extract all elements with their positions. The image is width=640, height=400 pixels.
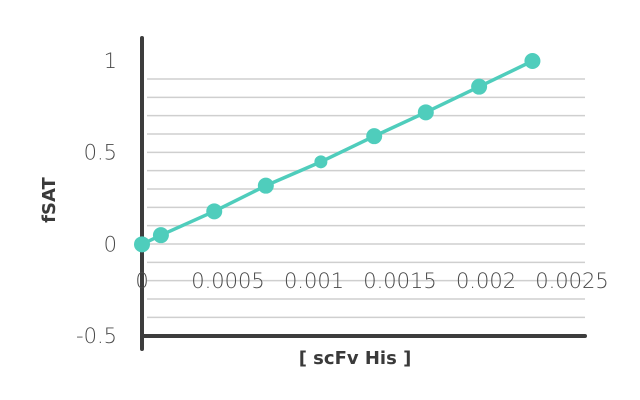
x-tick-label: 0.0015	[363, 269, 436, 293]
x-tick-label: 0.0025	[535, 269, 608, 293]
data-point	[524, 53, 541, 69]
y-tick-label: 0	[104, 232, 117, 256]
y-tick-label: -0.5	[76, 324, 117, 348]
data-point	[257, 177, 274, 194]
x-tick-label: 0.002	[456, 269, 516, 293]
x-tick-label: 0	[135, 269, 148, 293]
x-tick-label: 0.001	[284, 269, 344, 293]
y-tick-label: 0.5	[84, 141, 117, 165]
y-axis-label: fSAT	[39, 176, 60, 222]
data-point	[471, 78, 488, 95]
y-tick-labels: 1 0.5 0 -0.5	[76, 49, 117, 348]
gridlines	[147, 78, 585, 319]
series	[134, 53, 541, 253]
x-tick-labels: 0 0.0005 0.001 0.0015 0.002 0.0025	[135, 269, 608, 293]
data-point	[206, 203, 223, 220]
x-tick-label: 0.0005	[191, 269, 264, 293]
y-tick-label: 1	[104, 49, 117, 73]
data-point	[417, 104, 434, 121]
data-point	[366, 128, 383, 145]
data-point	[152, 227, 169, 244]
x-axis-label: [ scFv His ]	[299, 348, 412, 369]
data-point	[314, 155, 328, 169]
data-point	[134, 236, 150, 253]
